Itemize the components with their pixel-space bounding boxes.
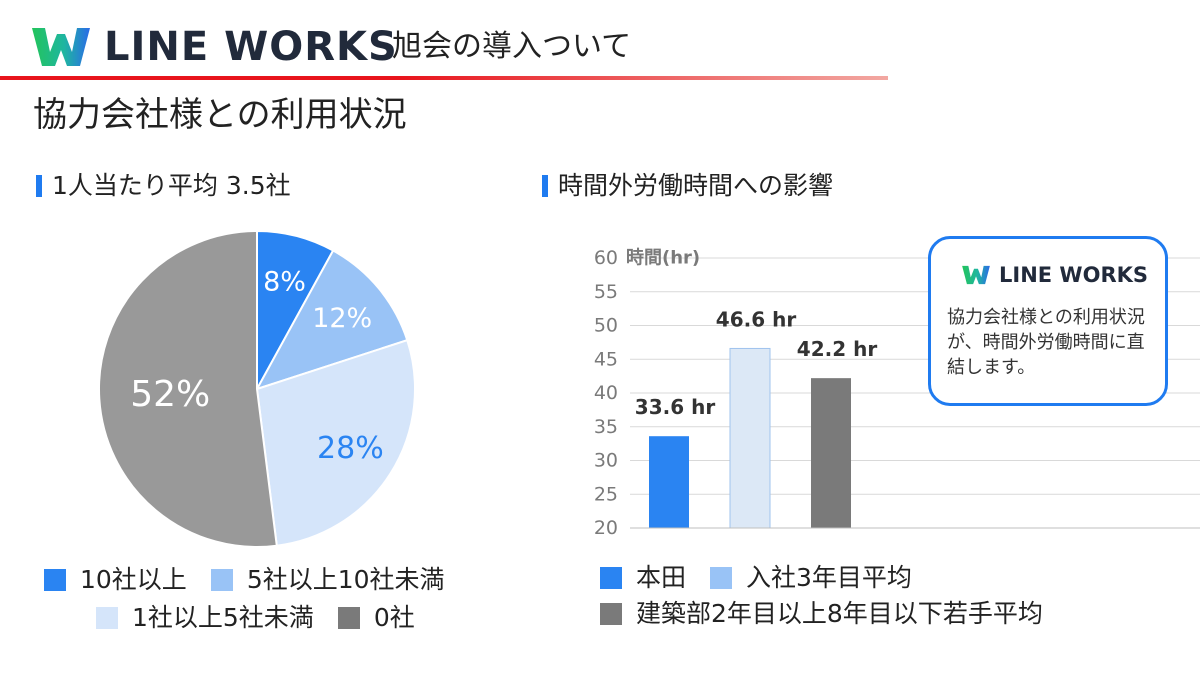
pie-slice [255,338,416,547]
legend-swatch [710,567,733,589]
header-subtitle: 旭会の導入ついて [392,29,632,64]
legend-label: 0社 [373,603,415,632]
y-tick-label: 40 [594,382,618,404]
brand-name: LINE WORKS [104,24,398,70]
bar [729,347,771,529]
y-tick-label: 35 [594,416,618,438]
y-axis-label: 時間(hr) [626,248,700,269]
heading-marker [542,175,548,197]
legend-swatch [210,569,233,591]
legend-item: 本田 [600,562,686,594]
pie-data-label: 8% [263,266,306,297]
pie-chart: 8%12% 28% 52% [98,229,416,548]
legend-label: 10社以上 [80,565,187,594]
callout-brand: LINE WORKS [999,263,1149,287]
pie-legend-row-2: 1社以上5社未満 0社 [96,602,439,634]
legend-item: 建築部2年目以上8年目以下若手平均 [600,598,1043,630]
pie-data-label: 28% [317,431,384,466]
bar-heading-text: 時間外労働時間への影響 [558,171,834,200]
bar-data-label: 33.6 hr [635,395,716,419]
bar-legend-row-2: 建築部2年目以上8年目以下若手平均 [600,598,1067,630]
legend-item: 1社以上5社未満 [96,602,314,634]
header-divider [0,76,888,80]
y-tick-label: 50 [594,315,618,337]
y-tick-label: 55 [594,281,618,303]
legend-item: 5社以上10社未満 [210,564,445,596]
y-tick-label: 25 [594,483,618,505]
heading-marker [36,175,42,197]
bar [649,436,689,528]
legend-swatch [44,569,66,591]
pie-data-label: 52% [130,374,210,415]
legend-swatch [600,603,622,625]
bar-section-heading: 時間外労働時間への影響 [542,169,833,203]
legend-label: 1社以上5社未満 [132,603,314,632]
legend-label: 5社以上10社未満 [246,565,445,594]
callout-box: LINE WORKS 協力会社様との利用状況が、時間外労働時間に直結します。 [928,236,1168,406]
pie-section-heading: 1人当たり平均 3.5社 [36,169,291,203]
line-works-logo-icon [32,28,90,66]
y-tick-label: 45 [594,348,618,370]
bar-chart: 20 25 30 35 40 45 50 55 60 時間(hr) 33.6 hr 46.6 hr42… [594,247,1200,539]
page-title: 協力会社様との利用状況 [33,95,407,135]
legend-item: 10社以上 [44,564,187,596]
bar-data-label: 42.2 hr [797,337,878,361]
legend-swatch [600,567,622,589]
bar [811,378,851,528]
pie-heading-text: 1人当たり平均 3.5社 [52,171,291,200]
callout-logo: LINE WORKS [961,263,1148,287]
callout-text: 協力会社様との利用状況が、時間外労働時間に直結します。 [947,307,1145,378]
legend-item: 0社 [337,602,415,634]
pie-data-label: 12% [312,303,372,334]
pie-legend-row-1: 10社以上 5社以上10社未満 [44,564,469,596]
line-works-logo-icon [962,265,990,285]
legend-label: 本田 [636,563,687,592]
bar-legend-row-1: 本田 入社3年目平均 [600,562,936,594]
pie-slice [98,229,278,548]
legend-label: 建築部2年目以上8年目以下若手平均 [636,599,1043,628]
legend-item: 入社3年目平均 [710,562,912,594]
y-tick-label: 30 [594,450,618,472]
pie-slice [254,249,409,391]
legend-swatch [337,607,360,629]
legend-label: 入社3年目平均 [746,563,912,592]
bar-data-label: 46.6 hr [716,307,797,331]
y-tick-label: 20 [594,517,618,539]
legend-swatch [96,607,118,629]
y-tick-label: 60 [594,247,618,269]
